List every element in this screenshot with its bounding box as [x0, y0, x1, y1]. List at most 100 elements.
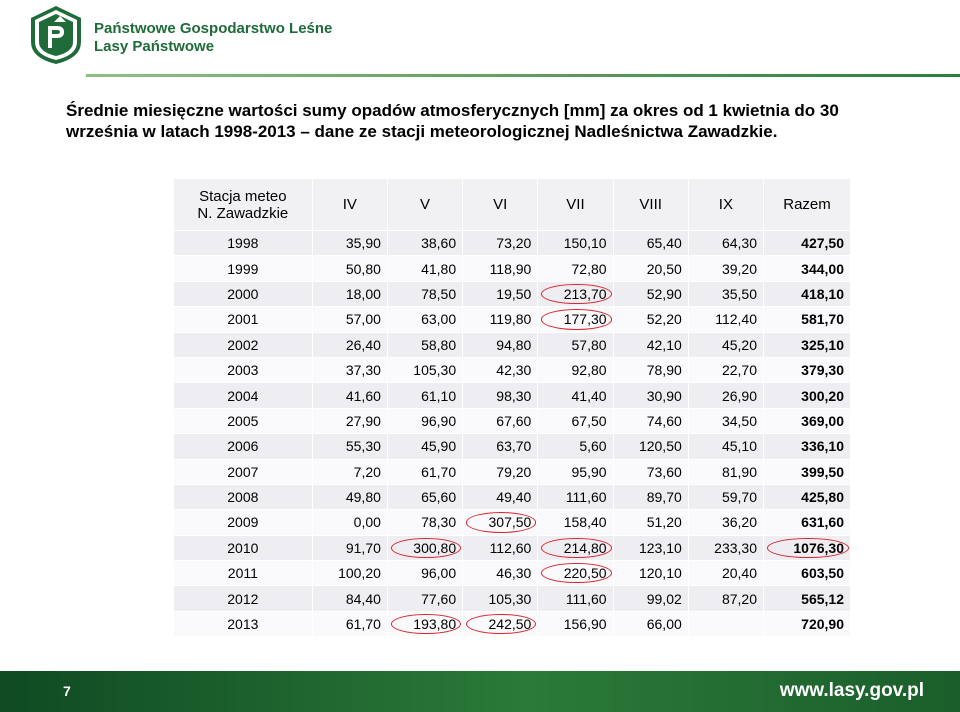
value-cell: 78,50	[386, 280, 464, 308]
value-cell: 77,60	[386, 585, 464, 612]
value-cell: 27,90	[311, 407, 388, 435]
value-cell: 20,50	[612, 255, 689, 282]
value-cell: 57,00	[311, 306, 388, 333]
value-cell: 35,90	[311, 229, 388, 257]
value-cell: 61,70	[386, 458, 464, 485]
value-cell: 37,30	[311, 356, 388, 384]
value-cell: 214,80	[537, 534, 614, 562]
value-cell: 22,70	[687, 356, 765, 384]
value-cell: 38,60	[386, 229, 464, 257]
year-cell: 2005	[173, 407, 313, 435]
value-cell: 61,70	[311, 610, 388, 638]
value-cell: 79,20	[462, 458, 539, 485]
value-cell: 67,60	[462, 407, 539, 435]
table-row: 2007 7,20 61,70 79,20 95,90 73,60 81,90 399,50	[173, 458, 851, 485]
year-cell: 1998	[173, 229, 313, 257]
total-cell: 631,60	[763, 509, 851, 536]
total-cell: 300,20	[763, 382, 851, 409]
value-cell: 41,60	[311, 382, 388, 409]
value-cell: 105,30	[462, 585, 539, 612]
year-cell: 2010	[173, 534, 313, 562]
value-cell: 18,00	[311, 280, 388, 308]
value-cell: 89,70	[612, 483, 689, 511]
value-cell: 50,80	[311, 255, 388, 282]
value-cell: 118,90	[462, 255, 539, 282]
value-cell: 63,70	[462, 433, 539, 460]
slide-title: Średnie miesięczne wartości sumy opadów …	[66, 101, 839, 141]
value-cell: 45,10	[687, 433, 765, 460]
value-cell: 120,10	[612, 560, 689, 587]
year-cell: 2011	[173, 560, 313, 587]
table-header-row: Stacja meteo N. Zawadzkie IV V VI VII VIII IX…	[173, 178, 851, 231]
table-row: 2009 0,00 78,30 307,50 158,40 51,20 36,20 631,6…	[173, 509, 851, 536]
column-header: IV	[311, 178, 388, 231]
value-cell: 112,40	[687, 306, 765, 333]
value-cell: 96,90	[386, 407, 464, 435]
total-cell: 603,50	[763, 560, 851, 587]
year-cell: 2007	[173, 458, 313, 485]
value-cell: 52,90	[612, 280, 689, 308]
value-cell: 120,50	[612, 433, 689, 460]
column-header: VIII	[612, 178, 689, 231]
value-cell: 233,30	[687, 534, 765, 562]
value-cell: 65,40	[612, 229, 689, 257]
value-cell: 19,50	[462, 280, 539, 308]
value-cell: 51,20	[612, 509, 689, 536]
value-cell: 26,40	[311, 331, 388, 358]
value-cell: 92,80	[537, 356, 614, 384]
value-cell: 98,30	[462, 382, 539, 409]
year-cell: 1999	[173, 255, 313, 282]
value-cell: 300,80	[386, 534, 464, 562]
value-cell: 91,70	[311, 534, 388, 562]
value-cell: 213,70	[537, 280, 614, 308]
total-cell: 427,50	[763, 229, 851, 257]
year-cell: 2009	[173, 509, 313, 536]
value-cell: 78,90	[612, 356, 689, 384]
organization-name-line2: Lasy Państwowe	[94, 38, 215, 55]
table-row: 2004 41,60 61,10 98,30 41,40 30,90 26,90 300,20	[173, 382, 851, 409]
value-cell: 112,60	[462, 534, 539, 562]
value-cell: 99,02	[612, 585, 689, 612]
year-cell: 2001	[173, 306, 313, 333]
total-cell: 565,12	[763, 585, 851, 612]
page-number: 7	[63, 683, 71, 699]
value-cell: 41,40	[537, 382, 614, 409]
website-url: www.lasy.gov.pl	[779, 680, 924, 701]
slide-header: Państwowe Gospodarstwo Leśne Lasy Państw…	[0, 0, 960, 80]
value-cell: 20,40	[687, 560, 765, 587]
total-cell: 581,70	[763, 306, 851, 333]
column-header: VI	[462, 178, 539, 231]
value-cell: 242,50	[462, 610, 539, 638]
table-row: 1998 35,90 38,60 73,20 150,10 65,40 64,30 427,5…	[173, 229, 851, 257]
year-cell: 2006	[173, 433, 313, 460]
table-row: 2008 49,80 65,60 49,40 111,60 89,70 59,70 425,8…	[173, 483, 851, 511]
column-header: IX	[687, 178, 765, 231]
column-header: VII	[537, 178, 614, 231]
table-row: 2000 18,00 78,50 19,50 213,70 52,90 35,50 418,1…	[173, 280, 851, 308]
value-cell: 45,20	[687, 331, 765, 358]
total-cell: 344,00	[763, 255, 851, 282]
organization-name-line1: Państwowe Gospodarstwo Leśne	[94, 20, 333, 37]
table-row: 2005 27,90 96,90 67,60 67,50 74,60 34,50 369,00	[173, 407, 851, 435]
value-cell: 111,60	[537, 483, 614, 511]
value-cell: 150,10	[537, 229, 614, 257]
total-cell: 399,50	[763, 458, 851, 485]
value-cell: 49,40	[462, 483, 539, 511]
total-cell: 336,10	[763, 433, 851, 460]
value-cell: 100,20	[311, 560, 388, 587]
station-header: Stacja meteo N. Zawadzkie	[173, 178, 313, 231]
value-cell: 36,20	[687, 509, 765, 536]
total-cell: 720,90	[763, 610, 851, 638]
year-cell: 2008	[173, 483, 313, 511]
value-cell: 35,50	[687, 280, 765, 308]
value-cell: 39,20	[687, 255, 765, 282]
table-body: 1998 35,90 38,60 73,20 150,10 65,40 64,30 427,5…	[173, 229, 851, 638]
value-cell: 220,50	[537, 560, 614, 587]
total-cell: 425,80	[763, 483, 851, 511]
table-row: 2013 61,70 193,80 242,50 156,90 66,00 720,90	[173, 610, 851, 638]
value-cell: 307,50	[462, 509, 539, 536]
value-cell: 59,70	[687, 483, 765, 511]
value-cell: 74,60	[612, 407, 689, 435]
total-cell: 369,00	[763, 407, 851, 435]
value-cell: 111,60	[537, 585, 614, 612]
